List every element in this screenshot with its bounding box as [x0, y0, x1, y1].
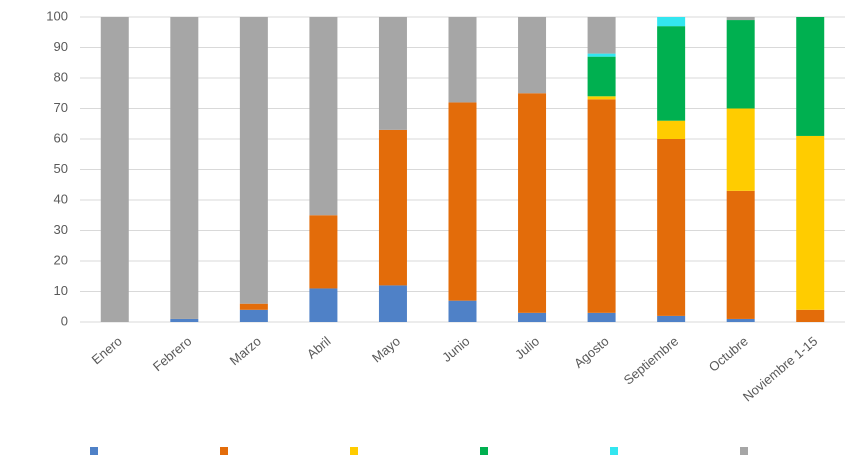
x-tick-label: Abril — [304, 333, 334, 361]
bar-segment — [726, 20, 755, 109]
legend-swatch — [350, 447, 358, 455]
y-tick-label: 20 — [54, 252, 68, 267]
x-tick-label: Enero — [89, 333, 125, 367]
bar-segment — [448, 300, 477, 322]
y-tick-label: 30 — [54, 222, 68, 237]
bar-segment — [309, 17, 338, 216]
bar-segment — [587, 53, 616, 57]
bar-segment — [518, 312, 547, 322]
bar-segment — [726, 108, 755, 191]
y-tick-label: 100 — [46, 8, 68, 23]
bar-segment — [657, 120, 686, 139]
bar-segment — [657, 315, 686, 322]
y-tick-label: 90 — [54, 39, 68, 54]
bar-segment — [657, 139, 686, 316]
bar-segment — [726, 318, 755, 322]
x-tick-label: Febrero — [150, 333, 195, 374]
bar-segment — [378, 17, 407, 130]
x-tick-label: Septiembre — [621, 333, 682, 387]
x-tick-label: Noviembre 1-15 — [740, 333, 821, 404]
bar-segment — [239, 17, 268, 304]
x-tick-label: Octubre — [706, 333, 751, 374]
bar-segment — [100, 17, 129, 322]
y-tick-label: 70 — [54, 100, 68, 115]
bar-segment — [657, 26, 686, 121]
y-tick-label: 80 — [54, 69, 68, 84]
bar-segment — [378, 285, 407, 322]
bar-segment — [378, 129, 407, 286]
bar-segment — [170, 17, 199, 319]
bar-segment — [587, 56, 616, 97]
bar-segment — [518, 93, 547, 313]
bar-segment — [726, 190, 755, 319]
legend-swatch — [480, 447, 488, 455]
bar-segment — [587, 312, 616, 322]
bar-segment — [170, 318, 199, 322]
legend-swatch — [740, 447, 748, 455]
y-tick-label: 40 — [54, 191, 68, 206]
legend-swatch — [610, 447, 618, 455]
x-tick-label: Marzo — [227, 333, 264, 368]
bar-segment — [796, 135, 825, 310]
x-tick-label: Mayo — [369, 333, 403, 365]
bar-segment — [796, 17, 825, 136]
y-tick-label: 0 — [61, 313, 68, 328]
bar-segment — [796, 309, 825, 322]
bar-segment — [726, 17, 755, 21]
bar-segment — [587, 17, 616, 54]
bar-segment — [448, 17, 477, 103]
x-tick-label: Junio — [439, 333, 472, 364]
y-tick-label: 50 — [54, 161, 68, 176]
bar-segment — [657, 17, 686, 27]
bar-segment — [448, 102, 477, 301]
y-tick-label: 60 — [54, 130, 68, 145]
legend-swatch — [90, 447, 98, 455]
bar-segment — [587, 96, 616, 100]
x-tick-label: Julio — [512, 333, 542, 362]
bar-segment — [309, 288, 338, 322]
bar-segment — [587, 99, 616, 313]
legend-swatch — [220, 447, 228, 455]
bar-segment — [239, 303, 268, 310]
bar-segment — [239, 309, 268, 322]
y-tick-label: 10 — [54, 283, 68, 298]
bar-segment — [518, 17, 547, 94]
bar-segment — [309, 215, 338, 289]
x-tick-label: Agosto — [571, 333, 612, 371]
